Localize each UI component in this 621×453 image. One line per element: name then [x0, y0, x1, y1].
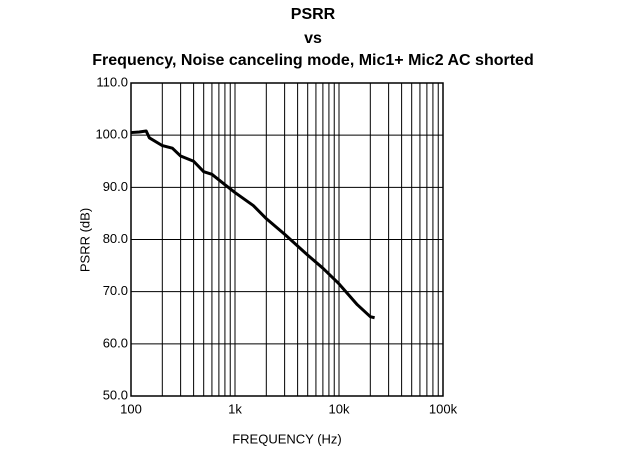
x-tick-label: 10k: [329, 401, 350, 416]
x-axis-label: FREQUENCY (Hz): [232, 431, 342, 446]
y-axis-label: PSRR (dB): [77, 208, 92, 272]
y-tick-label: 80.0: [103, 231, 128, 246]
chart-title: vs: [304, 30, 322, 47]
y-tick-label: 100.0: [95, 127, 128, 142]
plot-frame: [130, 82, 444, 397]
x-tick-label: 1k: [228, 401, 242, 416]
y-tick-label: 70.0: [103, 283, 128, 298]
chart-title: Frequency, Noise canceling mode, Mic1+ M…: [92, 52, 533, 69]
y-tick-label: 110.0: [96, 74, 128, 89]
y-tick-label: 90.0: [103, 179, 128, 194]
chart-title: PSRR: [291, 6, 336, 23]
y-tick-label: 50.0: [103, 387, 128, 402]
data-line: [130, 129, 375, 320]
y-tick-label: 60.0: [103, 335, 128, 350]
x-tick-label: 100k: [429, 401, 458, 416]
x-tick-label: 100: [120, 401, 142, 416]
